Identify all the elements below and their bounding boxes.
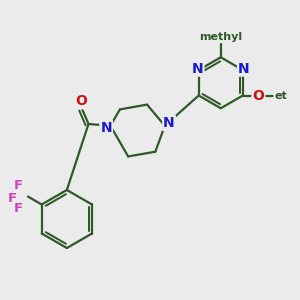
Text: methyl: methyl	[199, 32, 242, 42]
Text: N: N	[163, 116, 175, 130]
Text: et: et	[274, 91, 287, 100]
Text: F: F	[14, 179, 22, 192]
Text: F: F	[8, 192, 16, 205]
Text: N: N	[100, 121, 112, 134]
Text: F: F	[14, 202, 22, 215]
Text: O: O	[76, 94, 87, 108]
Text: N: N	[192, 61, 203, 76]
Text: O: O	[253, 88, 264, 103]
Text: N: N	[238, 61, 250, 76]
